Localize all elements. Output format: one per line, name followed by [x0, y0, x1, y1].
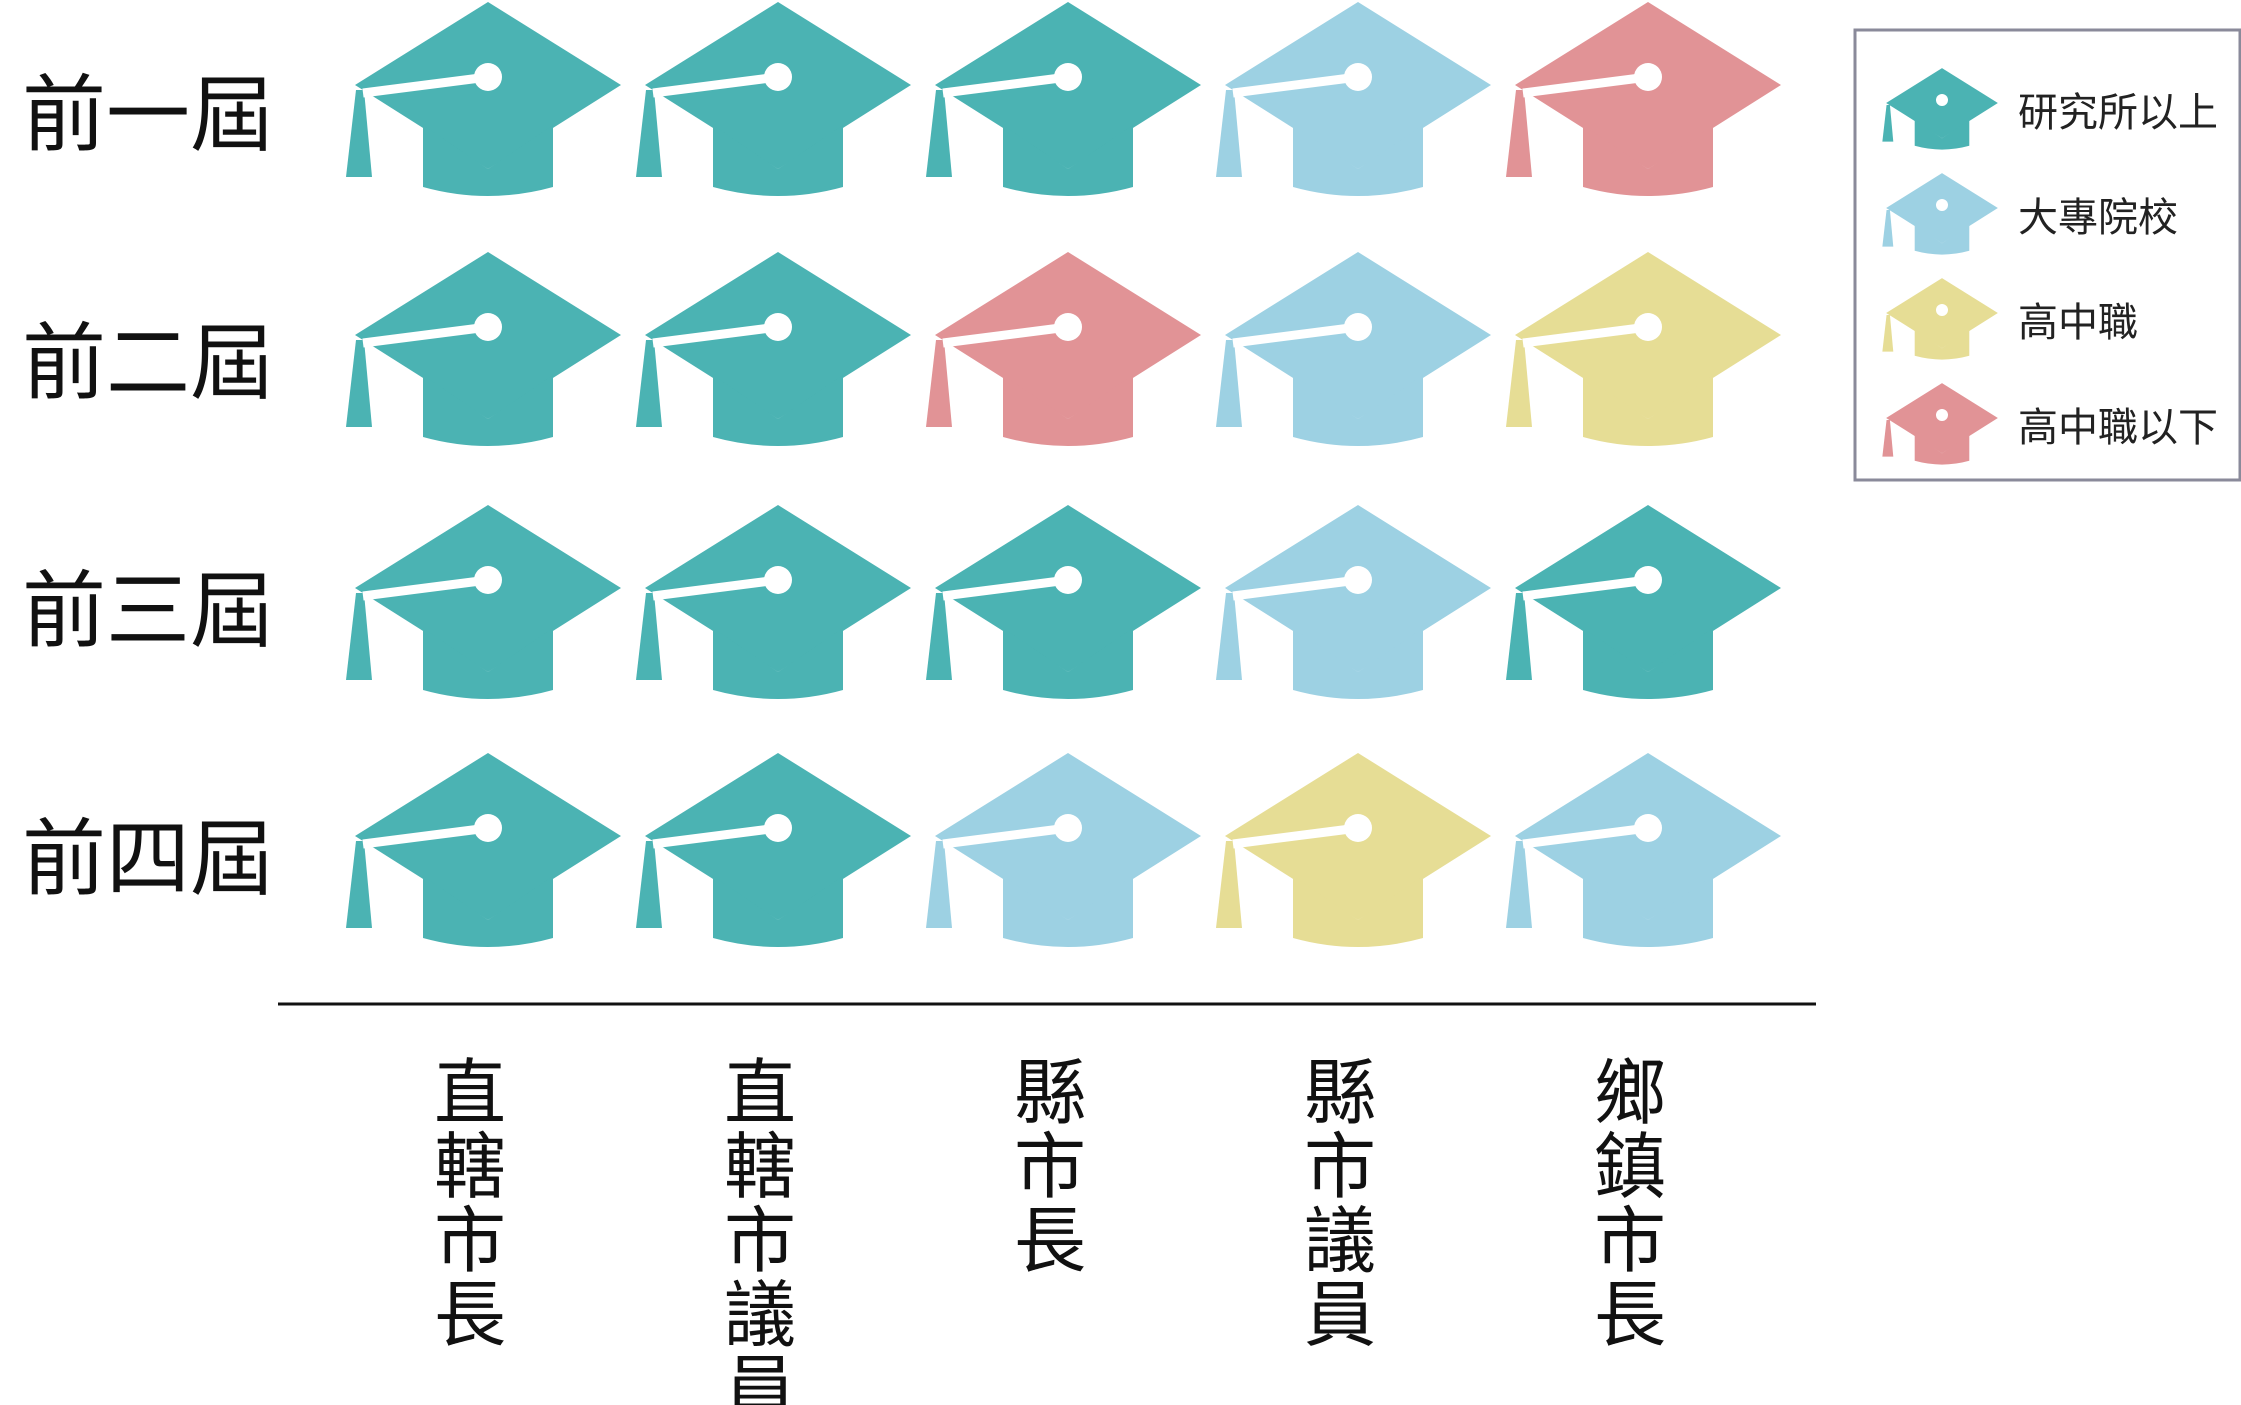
legend-label: 高中職: [2018, 300, 2138, 346]
graduation-cap-icon: [346, 505, 621, 699]
cap-band: [1522, 575, 1649, 601]
cap-band: [1522, 823, 1649, 849]
graduation-cap-icon: [636, 2, 911, 196]
cap-band: [1232, 72, 1359, 98]
graduation-cap-icon: [1506, 505, 1781, 699]
cap-band: [1522, 72, 1649, 98]
cap-button: [1054, 313, 1082, 341]
cap-button: [764, 566, 792, 594]
legend-label: 大專院校: [2018, 195, 2178, 241]
column-labels: 直轄市長 直轄市議員 縣市長 縣市議員 鄉鎮市長: [434, 1051, 1666, 1405]
cap-band: [1232, 575, 1359, 601]
cap-button: [1634, 814, 1662, 842]
cap-button: [1344, 814, 1372, 842]
cap-button: [474, 63, 502, 91]
legend-cap-button: [1936, 199, 1948, 211]
cap-button: [1344, 63, 1372, 91]
cap-button: [1054, 63, 1082, 91]
graduation-cap-icon: [1506, 2, 1781, 196]
cap-band: [362, 322, 489, 348]
cap-button: [474, 566, 502, 594]
row-label: 前四屆: [22, 810, 274, 908]
column-label: 縣市長: [1014, 1051, 1086, 1283]
row-label: 前一屆: [22, 66, 274, 164]
cap-band: [652, 72, 779, 98]
row-label: 前二屆: [22, 314, 274, 412]
legend-cap-button: [1936, 304, 1948, 316]
cap-band: [942, 322, 1069, 348]
column-label: 縣市議員: [1304, 1051, 1376, 1357]
graduation-cap-icon: [346, 753, 621, 947]
legend-label: 研究所以上: [2018, 90, 2218, 136]
cap-button: [1634, 63, 1662, 91]
legend-cap-button: [1936, 94, 1948, 106]
graduation-cap-icon: [1506, 252, 1781, 446]
cap-band: [362, 823, 489, 849]
cap-band: [942, 823, 1069, 849]
row-label: 前三屆: [22, 562, 274, 660]
column-label: 直轄市長: [434, 1051, 506, 1357]
graduation-cap-icon: [1216, 505, 1491, 699]
cap-band: [652, 823, 779, 849]
cap-band: [652, 575, 779, 601]
legend-label: 高中職以下: [2018, 405, 2218, 451]
graduation-cap-icon: [926, 2, 1201, 196]
cap-band: [1232, 322, 1359, 348]
cap-button: [474, 313, 502, 341]
graduation-cap-icon: [346, 252, 621, 446]
graduation-cap-icon: [636, 753, 911, 947]
cap-band: [652, 322, 779, 348]
graduation-cap-icon: [346, 2, 621, 196]
row-labels: 前一屆 前二屆 前三屆 前四屆: [22, 66, 274, 908]
cap-band: [362, 72, 489, 98]
cap-band: [942, 72, 1069, 98]
cap-band: [1522, 322, 1649, 348]
graduation-cap-icon: [926, 252, 1201, 446]
graduation-cap-icon: [636, 252, 911, 446]
icon-grid: [346, 2, 1781, 947]
cap-button: [764, 313, 792, 341]
cap-band: [362, 575, 489, 601]
cap-button: [1634, 313, 1662, 341]
graduation-cap-icon: [636, 505, 911, 699]
cap-button: [1634, 566, 1662, 594]
cap-band: [942, 575, 1069, 601]
graduation-cap-icon: [926, 753, 1201, 947]
cap-button: [474, 814, 502, 842]
cap-button: [1054, 814, 1082, 842]
graduation-cap-icon: [1506, 753, 1781, 947]
graduation-cap-icon: [1216, 252, 1491, 446]
graduation-cap-icon: [926, 505, 1201, 699]
graduation-cap-icon: [1216, 753, 1491, 947]
cap-button: [1344, 313, 1372, 341]
cap-button: [1054, 566, 1082, 594]
legend-cap-button: [1936, 409, 1948, 421]
cap-button: [764, 814, 792, 842]
column-label: 直轄市議員: [724, 1051, 796, 1405]
cap-button: [1344, 566, 1372, 594]
graduation-cap-icon: [1216, 2, 1491, 196]
cap-band: [1232, 823, 1359, 849]
cap-button: [764, 63, 792, 91]
column-label: 鄉鎮市長: [1594, 1051, 1666, 1357]
